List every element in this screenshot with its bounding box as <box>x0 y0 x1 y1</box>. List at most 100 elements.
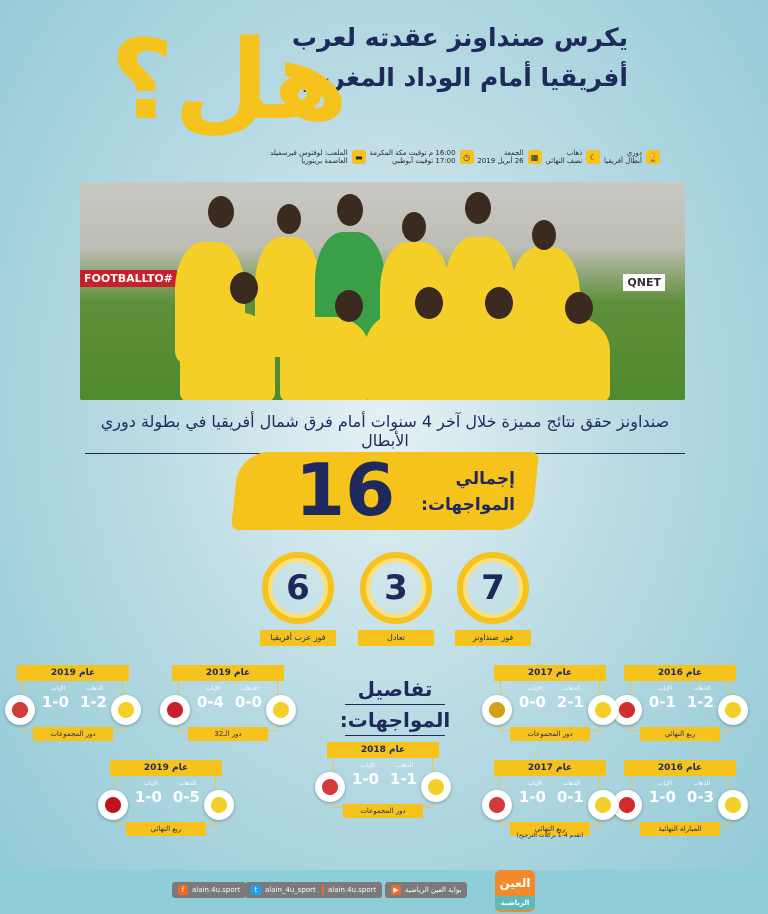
info-text: الملعب: لوفتوس فيرسفيلد <box>270 149 348 157</box>
second-leg-score: 1-0 <box>518 788 546 806</box>
second-leg-label: الإياب <box>50 685 65 692</box>
total-label-line: المواجهات: <box>421 495 515 515</box>
head <box>415 287 443 319</box>
match-year: عام 2018 <box>327 742 439 758</box>
sundowns-logo <box>421 772 451 802</box>
headline-line-1: يكرس صنداونز عقدته لعرب <box>291 23 628 52</box>
stadium-icon: ▬ <box>351 150 366 164</box>
second-leg-score: 1-0 <box>351 770 379 788</box>
social-twitter[interactable]: t alain_4u_sport <box>245 882 322 898</box>
head <box>230 272 258 304</box>
second-leg-label: الإياب <box>143 780 158 787</box>
match-round: دور المجموعات <box>343 804 423 818</box>
social-text: alain.4u.sport <box>192 886 241 894</box>
match-round: ربع النهائي <box>510 822 590 836</box>
moon-icon: ☾ <box>586 150 601 164</box>
player <box>365 312 455 400</box>
info-text: نصف النهائي <box>545 157 583 165</box>
penalty-note: (تقدم 4-1 بركلات الترجيح) <box>516 832 584 839</box>
total-label-line: إجمالي <box>455 469 515 489</box>
twitter-icon: t <box>251 885 261 895</box>
sundowns-crest-icon <box>595 797 611 813</box>
first-leg-label: الذهاب <box>692 780 710 787</box>
match-year: عام 2017 <box>494 760 606 776</box>
stat-value: 7 <box>457 552 529 624</box>
second-leg-label: الإياب <box>360 762 375 769</box>
second-leg-score: 1-0 <box>41 693 69 711</box>
ad-banner: #FOOTBALLTO <box>80 270 177 287</box>
headline-line-2: أفريقيا أمام الوداد المغربي <box>295 63 628 92</box>
sundowns-logo <box>204 790 234 820</box>
head <box>402 212 426 242</box>
first-leg-score: 0-3 <box>686 788 714 806</box>
brand-name: العين <box>499 876 531 890</box>
match-round: دور المجموعات <box>510 727 590 741</box>
card-frame <box>500 768 600 826</box>
card-frame <box>333 750 433 808</box>
opponent-logo <box>482 790 512 820</box>
sundowns-logo <box>111 695 141 725</box>
first-leg-score: 2-1 <box>556 693 584 711</box>
total-value: 16 <box>295 448 396 532</box>
head <box>485 287 513 319</box>
first-leg-label: الذهاب <box>178 780 196 787</box>
youtube-icon: ▶ <box>391 885 401 895</box>
player <box>280 317 370 400</box>
first-leg-label: الذهاب <box>395 762 413 769</box>
second-leg-score: 0-4 <box>196 693 224 711</box>
sundowns-crest-icon <box>725 797 741 813</box>
headline: يكرس صنداونز عقدته لعرب أفريقيا أمام الو… <box>268 18 628 98</box>
card-frame <box>630 768 730 826</box>
first-leg-score: 1-1 <box>389 770 417 788</box>
info-text: العاصمة بريتوريا <box>301 157 348 165</box>
opponent-crest-icon <box>489 702 505 718</box>
head <box>208 196 234 228</box>
card-frame <box>178 673 278 731</box>
stat-draws: 3 تعادل <box>358 552 434 646</box>
sundowns-logo <box>588 695 618 725</box>
head <box>277 204 301 234</box>
match-card: عام 2017 الذهاب الإياب 2-1 0-0 دور المجم… <box>482 665 618 743</box>
first-leg-score: 1-2 <box>79 693 107 711</box>
second-leg-score: 0-0 <box>518 693 546 711</box>
stat-value: 3 <box>360 552 432 624</box>
sundowns-crest-icon <box>118 702 134 718</box>
match-card: عام 2019 الذهاب الإياب 1-2 1-0 دور المجم… <box>5 665 141 743</box>
info-text: 17:00 توقيت أبوظبي <box>392 157 456 165</box>
social-youtube[interactable]: ▶ بوابة العين الرياضية <box>385 882 468 898</box>
first-leg-score: 0-5 <box>172 788 200 806</box>
info-stadium: ▬ الملعب: لوفتوس فيرسفيلد العاصمة بريتوريا <box>270 144 366 170</box>
info-text: الجمعة <box>503 149 524 157</box>
second-leg-label: الإياب <box>527 685 542 692</box>
sundowns-crest-icon <box>595 702 611 718</box>
player <box>180 312 275 400</box>
details-title-line: المواجهات: <box>339 708 451 732</box>
match-year: عام 2019 <box>172 665 284 681</box>
match-year: عام 2016 <box>624 665 736 681</box>
opponent-crest-icon <box>167 702 183 718</box>
social-text: alain_4u_sport <box>265 886 316 894</box>
first-leg-label: الذهاب <box>85 685 103 692</box>
trophy-icon: 🏆 <box>646 150 660 164</box>
first-leg-score: 0-1 <box>556 788 584 806</box>
match-round: دور الـ32 <box>188 727 268 741</box>
opponent-logo <box>98 790 128 820</box>
divider <box>345 735 445 736</box>
social-facebook[interactable]: f alain.4u.sport <box>172 882 247 898</box>
second-leg-score: 1-0 <box>648 788 676 806</box>
info-text: ذهاب <box>566 149 583 157</box>
info-date: ▦ الجمعة 26 أبريل 2019 <box>477 144 542 170</box>
facebook-icon: f <box>178 885 188 895</box>
sundowns-crest-icon <box>211 797 227 813</box>
divider <box>345 704 445 705</box>
head <box>465 192 491 224</box>
sponsor-banner: QNET <box>623 274 665 291</box>
details-title: تفاصيل المواجهات: <box>330 675 460 737</box>
opponent-crest-icon <box>489 797 505 813</box>
clock-icon: ◷ <box>459 150 474 164</box>
total-label: إجمالي المواجهات: <box>395 466 515 518</box>
stat-label: تعادل <box>358 630 434 646</box>
match-card: عام 2018 الذهاب الإياب 1-1 1-0 دور المجم… <box>315 742 451 820</box>
first-leg-score: 0-0 <box>234 693 262 711</box>
second-leg-score: 1-0 <box>134 788 162 806</box>
